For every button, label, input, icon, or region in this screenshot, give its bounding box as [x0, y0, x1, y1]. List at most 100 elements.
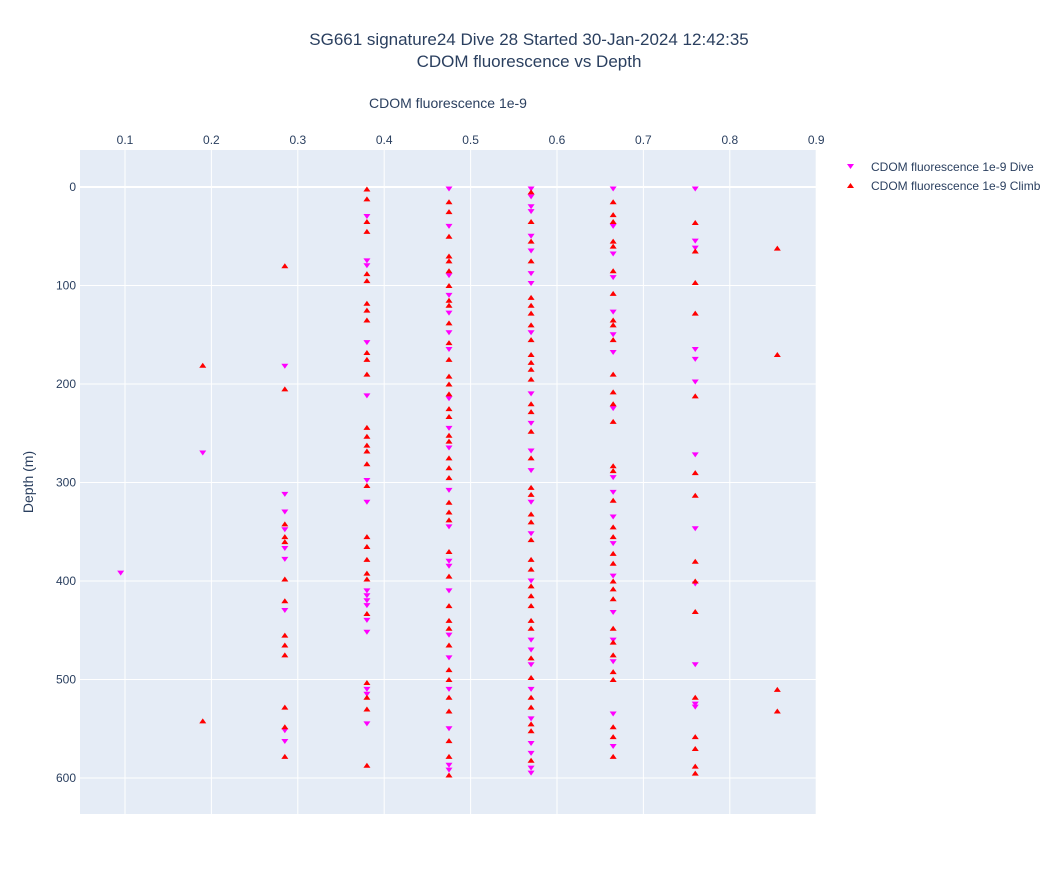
- dive-point: [445, 445, 453, 451]
- climb-point: [691, 745, 699, 751]
- climb-point: [281, 576, 289, 582]
- y-tick-label: 300: [56, 476, 76, 490]
- climb-point: [281, 632, 289, 638]
- climb-point: [445, 381, 453, 387]
- climb-point: [609, 337, 617, 343]
- climb-point: [445, 302, 453, 308]
- climb-point: [691, 470, 699, 476]
- climb-point: [527, 376, 535, 382]
- climb-point: [445, 414, 453, 420]
- climb-point: [363, 482, 371, 488]
- climb-point: [527, 721, 535, 727]
- climb-point: [445, 548, 453, 554]
- dive-point: [527, 647, 535, 653]
- dive-point: [445, 563, 453, 569]
- dive-point: [527, 750, 535, 756]
- climb-point: [527, 322, 535, 328]
- climb-point: [527, 704, 535, 710]
- climb-point: [363, 611, 371, 617]
- dive-point: [445, 655, 453, 661]
- climb-point: [445, 209, 453, 215]
- dive-point: [445, 686, 453, 692]
- legend[interactable]: CDOM fluorescence 1e-9 Dive CDOM fluores…: [844, 157, 1040, 195]
- climb-point: [445, 297, 453, 303]
- climb-point: [527, 583, 535, 589]
- climb-point: [609, 317, 617, 323]
- dive-point: [691, 452, 699, 458]
- climb-point: [609, 524, 617, 530]
- climb-point: [609, 290, 617, 296]
- climb-point: [363, 349, 371, 355]
- dive-point: [527, 662, 535, 668]
- climb-point: [691, 770, 699, 776]
- climb-point: [363, 196, 371, 202]
- dive-point: [445, 223, 453, 229]
- dive-point: [691, 238, 699, 244]
- climb-point: [281, 521, 289, 527]
- climb-point: [527, 258, 535, 264]
- legend-item-dive[interactable]: CDOM fluorescence 1e-9 Dive: [844, 157, 1040, 176]
- dive-point: [445, 292, 453, 298]
- climb-point: [445, 625, 453, 631]
- dive-point: [527, 281, 535, 287]
- dive-point: [363, 258, 371, 264]
- y-tick-label: 100: [56, 279, 76, 293]
- climb-point: [363, 218, 371, 224]
- climb-point: [609, 371, 617, 377]
- climb-point: [691, 248, 699, 254]
- climb-point: [445, 772, 453, 778]
- chart-title: SG661 signature24 Dive 28 Started 30-Jan…: [309, 30, 749, 49]
- climb-point: [691, 694, 699, 700]
- climb-point: [609, 669, 617, 675]
- dive-point: [445, 487, 453, 493]
- dive-point: [363, 214, 371, 220]
- dive-point: [691, 379, 699, 385]
- dive-point: [691, 704, 699, 710]
- climb-point: [445, 391, 453, 397]
- legend-item-climb[interactable]: CDOM fluorescence 1e-9 Climb: [844, 176, 1040, 195]
- climb-point: [527, 537, 535, 543]
- climb-point: [527, 366, 535, 372]
- climb-point: [527, 603, 535, 609]
- climb-point: [199, 718, 207, 724]
- climb-point: [527, 337, 535, 343]
- climb-point: [773, 351, 781, 357]
- dive-point: [363, 478, 371, 484]
- legend-label-climb: CDOM fluorescence 1e-9 Climb: [871, 178, 1041, 193]
- dive-point: [445, 186, 453, 192]
- x-tick-label: 0.3: [289, 133, 306, 147]
- climb-point: [527, 655, 535, 661]
- climb-point: [527, 310, 535, 316]
- y-tick-label: 0: [69, 180, 76, 194]
- climb-point: [445, 677, 453, 682]
- dive-point: [609, 223, 617, 229]
- climb-point: [773, 708, 781, 714]
- climb-point: [609, 734, 617, 740]
- climb-point: [445, 283, 453, 288]
- climb-point: [609, 389, 617, 395]
- climb-point: [445, 617, 453, 623]
- triangle-down-marker-icon: [847, 164, 854, 169]
- climb-point: [609, 238, 617, 244]
- climb-point: [691, 558, 699, 564]
- climb-point: [527, 484, 535, 490]
- climb-point: [363, 371, 371, 377]
- x-tick-label: 0.8: [721, 133, 738, 147]
- dive-point: [281, 728, 289, 734]
- climb-point: [609, 497, 617, 503]
- climb-point: [609, 218, 617, 224]
- y-tick-label: 400: [56, 574, 76, 588]
- dive-point: [363, 499, 371, 505]
- climb-point: [527, 302, 535, 308]
- climb-point: [445, 465, 453, 471]
- climb-point: [281, 753, 289, 759]
- dive-point: [609, 475, 617, 481]
- climb-point: [609, 268, 617, 274]
- climb-point: [363, 679, 371, 685]
- climb-point: [363, 556, 371, 562]
- climb-point: [363, 534, 371, 540]
- climb-point: [527, 566, 535, 572]
- dive-point: [609, 309, 617, 315]
- climb-point: [445, 667, 453, 673]
